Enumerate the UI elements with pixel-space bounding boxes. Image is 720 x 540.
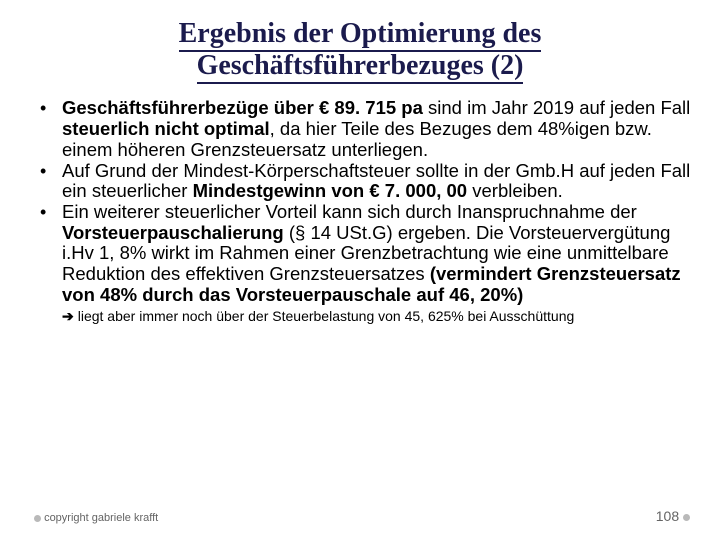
slide-content: Geschäftsführerbezüge über € 89. 715 pa … — [0, 86, 720, 324]
text: verbleiben. — [467, 180, 563, 201]
bold-text: steuerlich nicht optimal — [62, 118, 270, 139]
dot-icon — [34, 515, 41, 522]
slide: Ergebnis der Optimierung des Geschäftsfü… — [0, 0, 720, 540]
dot-icon — [683, 514, 690, 521]
bold-text: Geschäftsführerbezüge über € 89. 715 pa — [62, 97, 423, 118]
text: Ein weiterer steuerlicher Vorteil kann s… — [62, 201, 637, 222]
subnote: ➔liegt aber immer noch über der Steuerbe… — [34, 308, 692, 325]
subnote-text: liegt aber immer noch über der Steuerbel… — [78, 308, 575, 324]
title-line-2: Geschäftsführerbezuges (2) — [197, 50, 524, 84]
page-number-text: 108 — [656, 508, 679, 524]
text: sind im Jahr 2019 auf jeden Fall — [423, 97, 690, 118]
page-number: 108 — [656, 508, 690, 524]
bold-text: Mindestgewinn von € 7. 000, 00 — [193, 180, 468, 201]
list-item: Ein weiterer steuerlicher Vorteil kann s… — [34, 202, 692, 306]
list-item: Geschäftsführerbezüge über € 89. 715 pa … — [34, 98, 692, 160]
arrow-icon: ➔ — [62, 308, 74, 324]
copyright: copyright gabriele krafft — [34, 512, 158, 524]
bold-text: Vorsteuerpauschalierung — [62, 222, 284, 243]
slide-title: Ergebnis der Optimierung des Geschäftsfü… — [0, 0, 720, 86]
title-line-1: Ergebnis der Optimierung des — [179, 18, 542, 52]
bullet-list: Geschäftsführerbezüge über € 89. 715 pa … — [34, 98, 692, 305]
copyright-text: copyright gabriele krafft — [44, 512, 158, 524]
slide-footer: copyright gabriele krafft 108 — [0, 500, 720, 524]
list-item: Auf Grund der Mindest-Körperschaftsteuer… — [34, 161, 692, 202]
